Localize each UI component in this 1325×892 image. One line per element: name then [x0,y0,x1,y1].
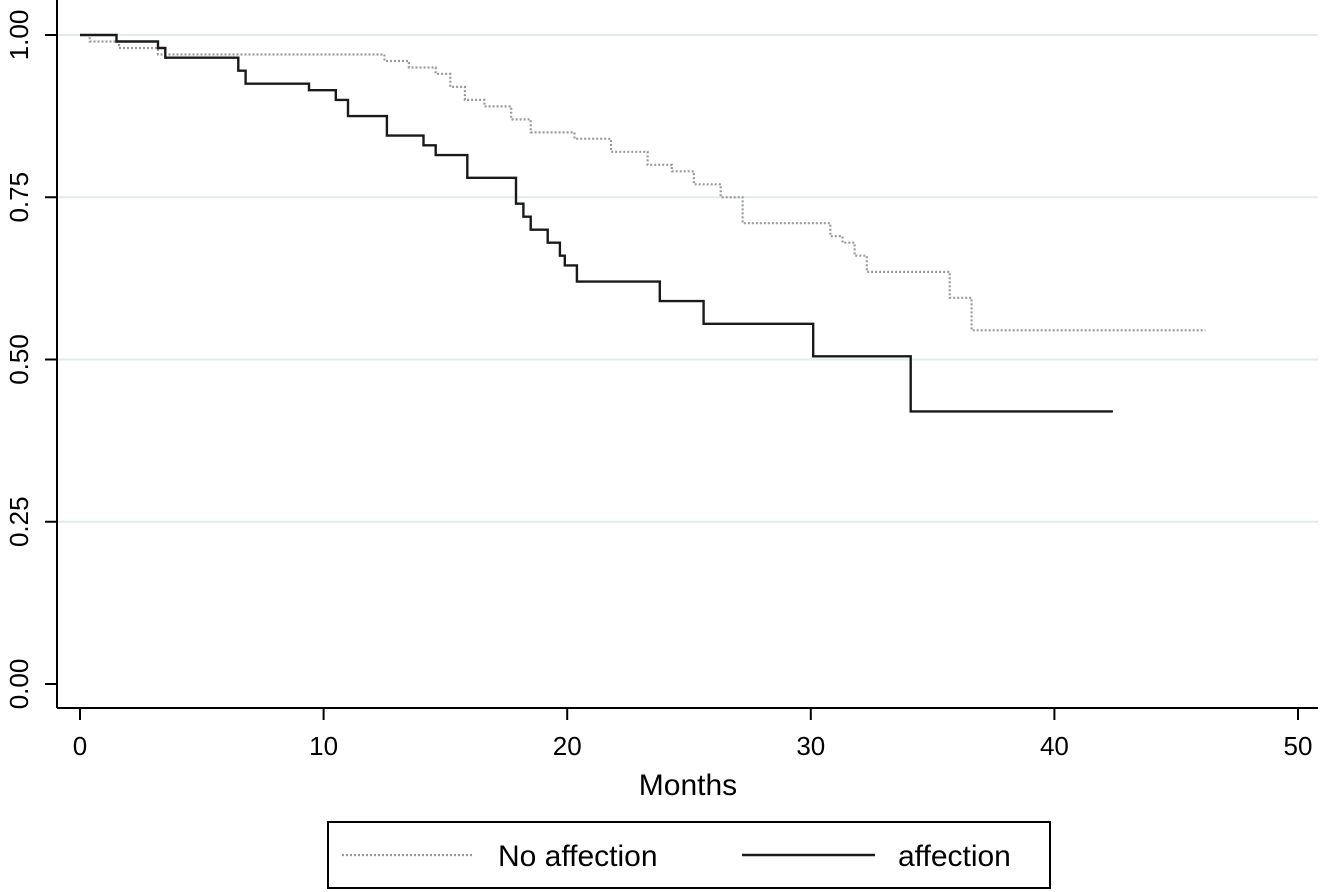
gridlines [58,34,1318,523]
x-tick-label: 20 [553,731,582,761]
x-tick-label: 10 [309,731,338,761]
x-axis-title: Months [639,769,737,802]
legend-label-no-affection: No affection [498,840,658,873]
x-tick-label: 0 [73,731,87,761]
y-tick-label: 0.75 [4,172,34,223]
x-ticks: 0 10 20 30 40 50 [73,708,1313,761]
y-tick-label: 0.00 [4,659,34,710]
x-tick-label: 40 [1040,731,1069,761]
legend: No affection affection [327,821,1051,889]
legend-box [327,821,1051,889]
legend-label-affection: affection [898,840,1011,873]
axes [56,0,1318,709]
y-tick-label: 0.50 [4,334,34,385]
series-line-affection [80,33,1113,413]
x-tick-label: 30 [796,731,825,761]
series-layer [80,33,1206,413]
y-tick-label: 0.25 [4,496,34,547]
y-ticks: 0.00 0.25 0.50 0.75 1.00 [4,10,57,710]
x-tick-label: 50 [1284,731,1313,761]
series-line-no-affection [80,33,1206,332]
y-tick-label: 1.00 [4,10,34,61]
